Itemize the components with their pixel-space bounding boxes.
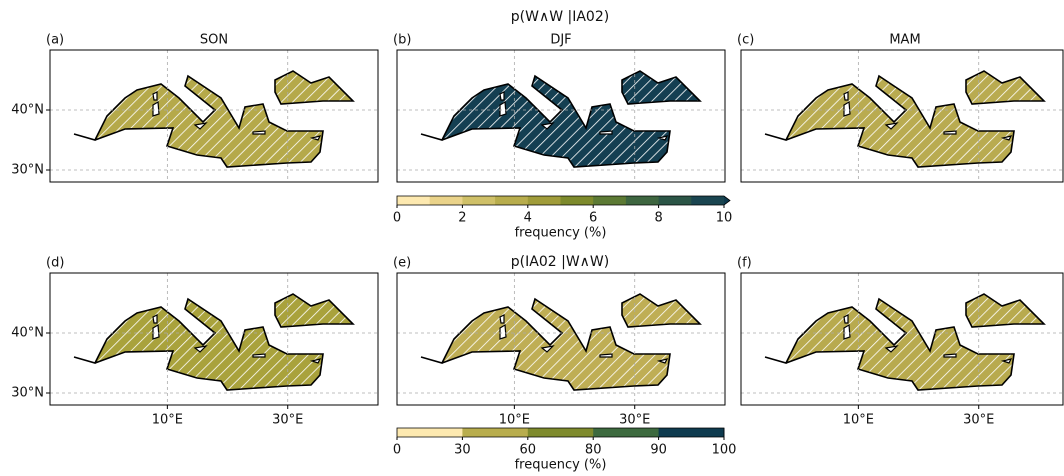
panel-title: DJF: [550, 33, 571, 48]
colorbar-tick-label: 60: [520, 443, 537, 458]
panel-label: (b): [393, 33, 411, 48]
panel-label: (a): [46, 33, 64, 48]
colorbar-label: frequency (%): [515, 458, 607, 473]
colorbar-tick-label: 0: [393, 211, 401, 226]
colorbar-tick-label: 4: [524, 211, 532, 226]
y-tick-label: 40°N: [11, 326, 44, 341]
colorbar-tick-label: 8: [654, 211, 662, 226]
map-panel: [397, 50, 725, 182]
colorbar-segment: [397, 196, 431, 205]
map-panel: [50, 273, 378, 405]
colorbar-tick-label: 100: [712, 443, 737, 458]
colorbar-segment: [462, 196, 496, 205]
map-panel: [397, 273, 725, 405]
row-title: p(W∧W |IA02): [511, 9, 609, 25]
panel-title: MAM: [889, 33, 920, 48]
colorbar-tick-label: 6: [589, 211, 597, 226]
colorbar-segment: [495, 196, 529, 205]
y-tick-label: 30°N: [11, 386, 44, 401]
map-panel: [741, 273, 1063, 405]
panel-frame: [49, 272, 379, 406]
colorbar-segment: [527, 196, 561, 205]
colorbar-extend: [724, 196, 730, 205]
colorbar-segment: [691, 196, 725, 205]
x-tick-label: 10°E: [499, 413, 530, 428]
panel-frame: [49, 49, 379, 183]
colorbar-segment: [462, 428, 529, 437]
x-tick-label: 10°E: [843, 413, 874, 428]
x-tick-label: 30°E: [963, 413, 994, 428]
row-title: p(IA02 |W∧W): [511, 254, 609, 270]
panel-title: SON: [200, 33, 228, 48]
panel-label: (f): [737, 256, 752, 271]
colorbar-tick-label: 80: [585, 443, 602, 458]
colorbar-segment: [429, 196, 463, 205]
colorbar-tick-label: 2: [458, 211, 466, 226]
panel-label: (d): [46, 256, 64, 271]
panel-frame: [740, 272, 1064, 406]
x-tick-label: 30°E: [272, 413, 303, 428]
map-panel: [741, 50, 1063, 182]
panel-frame: [396, 49, 726, 183]
y-tick-label: 30°N: [11, 163, 44, 178]
map-panel: [50, 50, 378, 182]
colorbar-segment: [658, 196, 692, 205]
y-tick-label: 40°N: [11, 103, 44, 118]
colorbar-segment: [593, 428, 660, 437]
colorbar-frame: [396, 195, 731, 206]
panel-label: (e): [393, 256, 411, 271]
colorbar-segment: [527, 428, 594, 437]
colorbar-tick-label: 90: [650, 443, 667, 458]
panel-frame: [740, 49, 1064, 183]
colorbar-segment: [658, 428, 725, 437]
colorbar-tick-label: 0: [393, 443, 401, 458]
panel-frame: [396, 272, 726, 406]
x-tick-label: 30°E: [619, 413, 650, 428]
colorbar-segment: [625, 196, 660, 205]
panel-label: (c): [737, 33, 754, 48]
colorbar-tick-label: 30: [454, 443, 471, 458]
colorbar-segment: [560, 196, 594, 205]
x-tick-label: 10°E: [152, 413, 183, 428]
colorbar-segment: [593, 196, 627, 205]
colorbar-tick-label: 10: [716, 211, 733, 226]
colorbar-label: frequency (%): [515, 226, 607, 241]
colorbar-segment: [397, 428, 463, 437]
